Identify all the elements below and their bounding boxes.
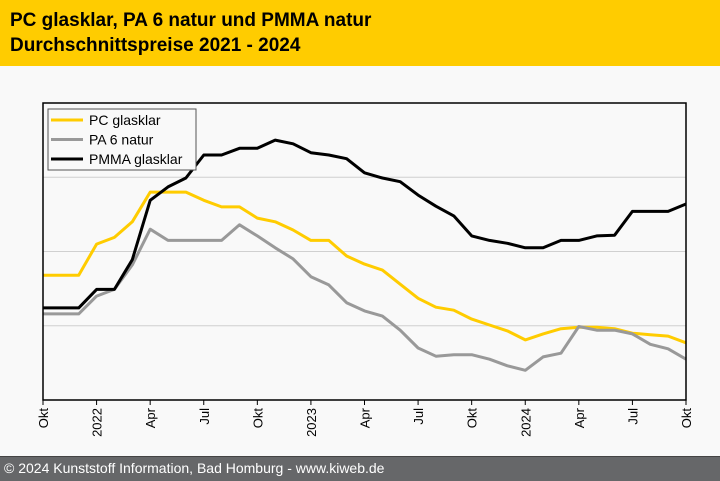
- x-tick-label: Apr: [358, 407, 373, 428]
- series-line-pc-glasklar: [43, 190, 687, 345]
- chart-subtitle: Durchschnittspreise 2021 - 2024: [10, 35, 301, 56]
- chart-title: PC glasklar, PA 6 natur und PMMA natur: [10, 10, 372, 31]
- x-tick-label: Jul: [411, 408, 426, 425]
- series-lines: [43, 138, 687, 372]
- series-line-pmma-glasklar: [43, 138, 687, 310]
- legend-label: PMMA glasklar: [89, 151, 183, 167]
- x-tick-label: Jul: [625, 408, 640, 425]
- x-tick-label: Okt: [465, 408, 480, 429]
- legend-label: PC glasklar: [89, 112, 161, 128]
- x-tick-label: Okt: [679, 408, 694, 429]
- x-tick-label: Okt: [250, 408, 265, 429]
- legend-label: PA 6 natur: [89, 132, 154, 148]
- x-tick-label: 2022: [90, 408, 105, 437]
- x-axis-ticks: Okt 2022 Apr Jul Okt 2023 Apr Jul Okt 2024 Apr Jul O…: [36, 400, 694, 437]
- x-tick-label: 2023: [304, 408, 319, 437]
- x-tick-label: 2024: [518, 408, 533, 437]
- copyright-text: © 2024 Kunststoff Information, Bad Hombu…: [4, 460, 385, 476]
- x-tick-label: Jul: [197, 408, 212, 425]
- series-line-pa-6-natur: [43, 223, 687, 372]
- footer: © 2024 Kunststoff Information, Bad Hombu…: [0, 456, 720, 481]
- legend: PC glasklar PA 6 natur PMMA glasklar: [47, 108, 197, 171]
- x-tick-label: Okt: [36, 408, 51, 429]
- chart-header: PC glasklar, PA 6 natur und PMMA natur D…: [0, 0, 720, 66]
- x-tick-label: Apr: [143, 407, 158, 428]
- x-tick-label: Apr: [572, 407, 587, 428]
- line-chart: Okt 2022 Apr Jul Okt 2023 Apr Jul Okt 2024 Apr Jul O…: [36, 102, 694, 437]
